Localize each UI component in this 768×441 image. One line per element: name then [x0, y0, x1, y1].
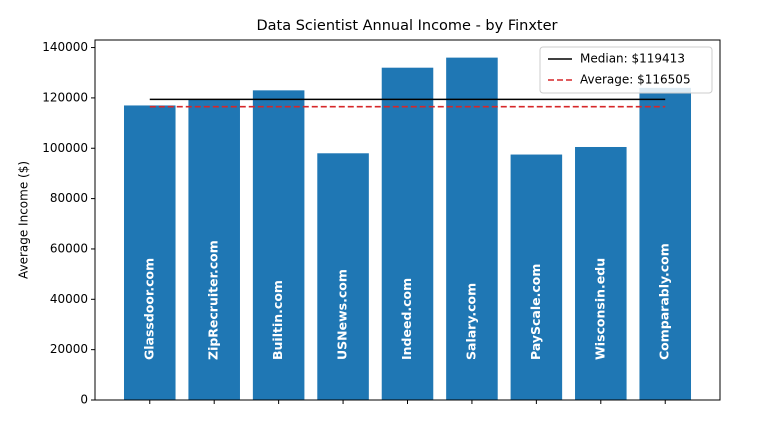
bar-label: Glassdoor.com — [141, 258, 156, 360]
y-tick-label: 140000 — [42, 40, 88, 54]
y-tick-label: 120000 — [42, 90, 88, 104]
y-tick-label: 40000 — [50, 292, 88, 306]
y-tick-label: 80000 — [50, 191, 88, 205]
y-tick-label: 20000 — [50, 342, 88, 356]
legend-label: Average: $116505 — [580, 73, 691, 87]
bar — [510, 154, 563, 400]
bar-label: Comparably.com — [657, 243, 672, 360]
y-tick-label: 60000 — [50, 241, 88, 255]
bar — [381, 67, 434, 400]
bar — [188, 99, 240, 401]
axes-frame — [94, 39, 721, 401]
bar — [446, 57, 498, 401]
bar — [317, 153, 369, 400]
bar-label: Indeed.com — [399, 278, 414, 360]
y-tick-label: 100000 — [42, 141, 88, 155]
bar-label: Wisconsin.edu — [592, 258, 607, 360]
legend-box — [539, 46, 713, 94]
legend-label: Median: $119413 — [580, 52, 685, 66]
bar-label: PayScale.com — [528, 264, 543, 360]
bar-label: Salary.com — [463, 283, 478, 360]
y-tick-label: 0 — [80, 393, 88, 407]
bar — [252, 90, 305, 401]
chart-title: Data Scientist Annual Income - by Finxte… — [257, 18, 558, 34]
bar-label: USNews.com — [335, 269, 350, 360]
bar — [123, 105, 176, 401]
bar — [575, 146, 627, 400]
bar-label: ZipRecruiter.com — [206, 240, 221, 360]
bar — [639, 87, 692, 401]
bar-label: Builtin.com — [270, 280, 285, 360]
y-axis-label: Average Income ($) — [17, 161, 31, 279]
